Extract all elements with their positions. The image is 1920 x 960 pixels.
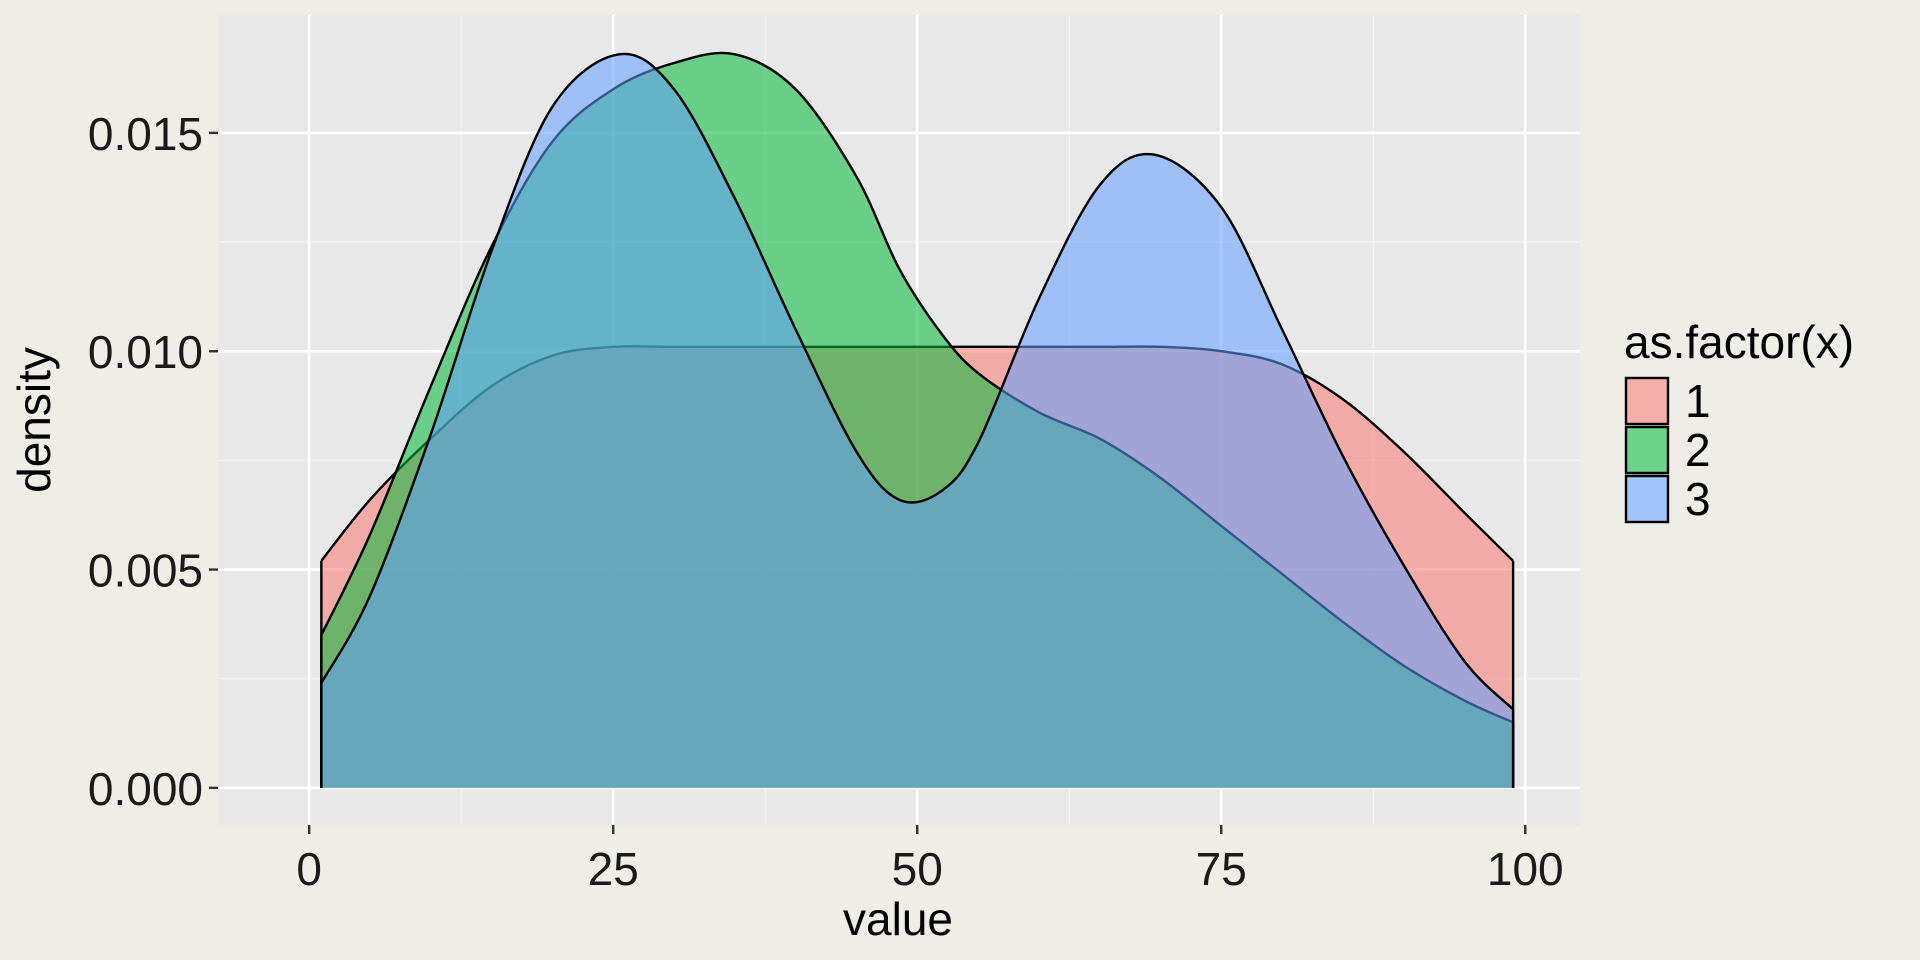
x-tick-label: 50: [892, 843, 943, 895]
legend: as.factor(x) 123: [1624, 316, 1854, 525]
x-tick-label: 100: [1487, 843, 1564, 895]
legend-title: as.factor(x): [1624, 316, 1854, 368]
x-tick-label: 75: [1196, 843, 1247, 895]
y-tick-label: 0.015: [88, 108, 203, 160]
y-tick-label: 0.000: [88, 763, 203, 815]
y-axis-title: density: [8, 347, 60, 493]
legend-swatch-2: [1624, 425, 1670, 475]
x-tick-label: 25: [588, 843, 639, 895]
x-axis-title: value: [843, 893, 953, 945]
legend-swatch-1: [1624, 376, 1670, 426]
axes: 0 25 50 75 100 0.000 0.005 0.010 0.015: [88, 108, 1564, 895]
legend-label-3: 3: [1685, 473, 1711, 525]
legend-swatch-3: [1624, 474, 1670, 524]
x-tick-label: 0: [296, 843, 322, 895]
density-outline-series-3: [320, 52, 1514, 711]
density-area-series-3: [321, 53, 1514, 788]
legend-label-2: 2: [1685, 424, 1711, 476]
density-areas: [320, 51, 1515, 788]
legend-label-1: 1: [1685, 375, 1711, 427]
y-tick-label: 0.005: [88, 545, 203, 597]
y-tick-label: 0.010: [88, 326, 203, 378]
